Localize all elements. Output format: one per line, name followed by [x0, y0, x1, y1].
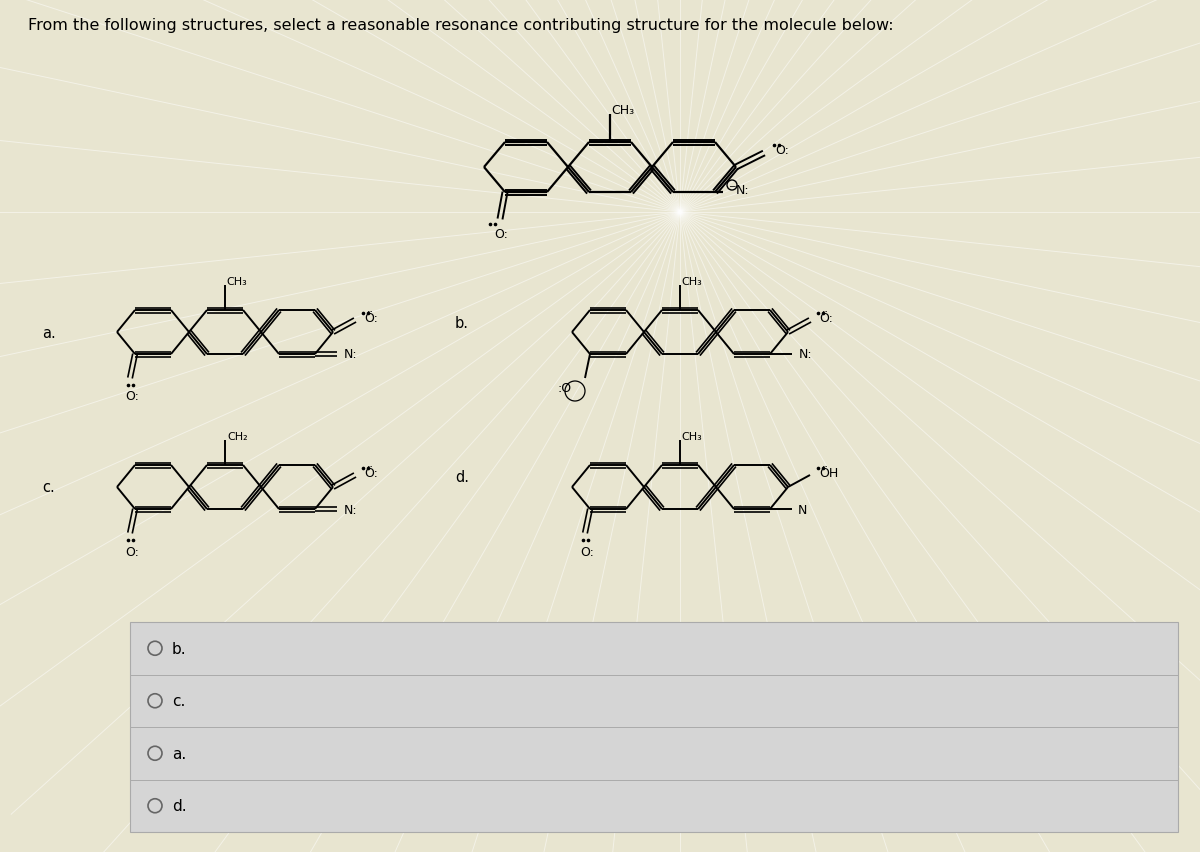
- Text: c.: c.: [42, 480, 55, 495]
- Text: O:: O:: [125, 545, 139, 558]
- Text: −: −: [728, 181, 736, 190]
- Text: O:: O:: [125, 390, 139, 403]
- Text: a.: a.: [172, 746, 186, 761]
- Text: Ö:: Ö:: [364, 312, 378, 325]
- Text: d.: d.: [455, 470, 469, 485]
- Text: ÖH: ÖH: [820, 467, 839, 480]
- Text: From the following structures, select a reasonable resonance contributing struct: From the following structures, select a …: [28, 18, 894, 33]
- Text: O:: O:: [775, 144, 788, 158]
- Text: Ö:: Ö:: [364, 467, 378, 480]
- Text: N: N: [797, 503, 806, 516]
- Text: N:: N:: [799, 348, 812, 361]
- Text: N:: N:: [344, 503, 358, 516]
- Text: CH₃: CH₃: [682, 277, 702, 286]
- Text: a.: a.: [42, 325, 55, 340]
- Text: N:: N:: [736, 184, 750, 198]
- Text: O:: O:: [580, 545, 594, 558]
- Text: b.: b.: [455, 315, 469, 330]
- FancyBboxPatch shape: [130, 622, 1178, 832]
- Text: b.: b.: [172, 641, 187, 656]
- Text: CH₂: CH₂: [228, 431, 248, 441]
- Text: Ö:: Ö:: [820, 312, 833, 325]
- Text: c.: c.: [172, 694, 185, 708]
- Text: O:: O:: [494, 227, 508, 240]
- Text: N:: N:: [344, 348, 358, 361]
- Text: CH₃: CH₃: [682, 431, 702, 441]
- Text: CH₃: CH₃: [227, 277, 247, 286]
- Text: d.: d.: [172, 798, 187, 814]
- Text: CH₃: CH₃: [612, 103, 635, 117]
- Text: :O: :O: [558, 382, 572, 395]
